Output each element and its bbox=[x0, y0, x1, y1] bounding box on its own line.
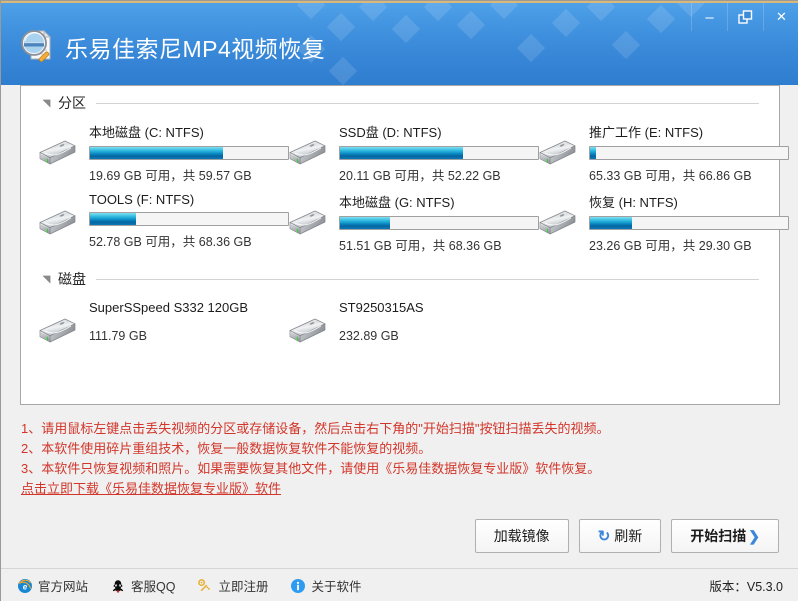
svg-text:e: e bbox=[23, 582, 28, 591]
